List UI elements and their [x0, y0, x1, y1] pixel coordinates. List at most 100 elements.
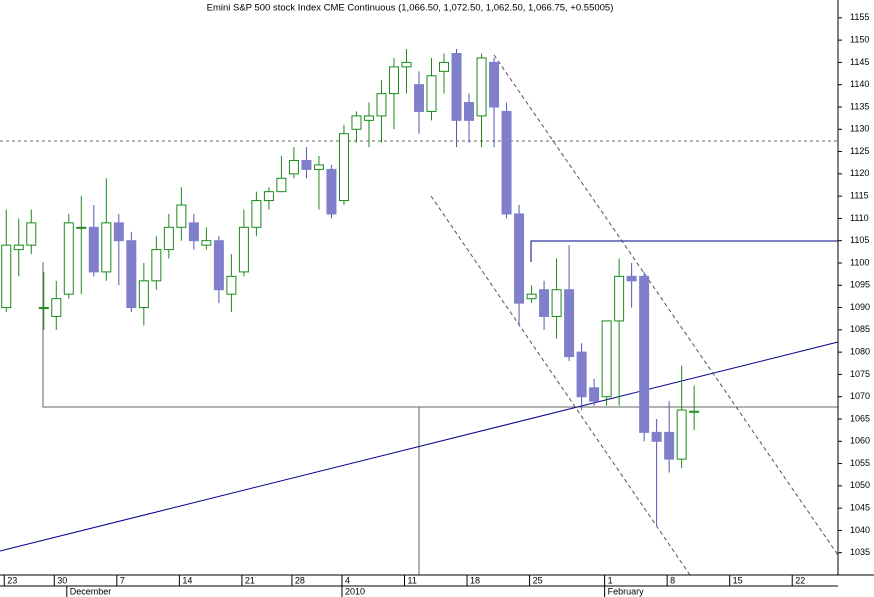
- y-tick-label: 1045: [850, 503, 870, 513]
- x-tick-label: 21: [245, 575, 255, 585]
- month-label: February: [608, 586, 645, 596]
- candle-body: [664, 431, 675, 460]
- candle-body: [589, 387, 600, 402]
- y-tick-label: 1125: [850, 146, 869, 156]
- candle-body: [126, 240, 137, 309]
- candle-body: [213, 240, 224, 291]
- month-label: December: [70, 586, 112, 596]
- candle-body: [489, 61, 500, 108]
- x-tick-label: 8: [670, 575, 675, 585]
- candle-body: [551, 289, 562, 317]
- x-tick-label: 30: [57, 575, 67, 585]
- candle-body: [276, 177, 287, 193]
- y-tick-label: 1100: [850, 257, 869, 267]
- candle-body: [564, 289, 575, 358]
- x-tick-label: 4: [345, 575, 350, 585]
- y-tick-label: 1145: [850, 57, 869, 67]
- candle-body: [88, 226, 99, 273]
- candle-body: [63, 222, 74, 295]
- candle-body: [76, 226, 87, 229]
- candle-body: [238, 226, 249, 273]
- drawings: [0, 54, 839, 576]
- candle-body: [38, 307, 49, 310]
- y-tick-label: 1065: [850, 413, 870, 423]
- y-tick-label: 1130: [850, 124, 869, 134]
- candle-body: [138, 280, 149, 309]
- candle-body: [476, 57, 487, 117]
- x-tick-label: 22: [795, 575, 805, 585]
- level-line: [42, 262, 838, 408]
- candle-body: [614, 275, 625, 322]
- candle-body: [626, 275, 637, 282]
- candle-body: [326, 168, 337, 215]
- candle-body: [226, 275, 237, 295]
- candle-body: [113, 222, 124, 242]
- trend-line: [0, 341, 839, 552]
- candle-body: [526, 293, 537, 300]
- candle-body: [13, 244, 24, 251]
- candle-body: [26, 222, 37, 246]
- candle-body: [288, 159, 299, 175]
- candle-body: [388, 66, 399, 95]
- candle-body: [151, 249, 162, 282]
- y-tick-label: 1150: [850, 34, 869, 44]
- candle-body: [576, 351, 587, 398]
- candle-body: [426, 75, 437, 112]
- candle-body: [676, 409, 687, 460]
- y-tick-label: 1050: [850, 480, 870, 490]
- candle-body: [188, 222, 199, 242]
- candle-body: [1, 244, 12, 309]
- y-tick-label: 1040: [850, 525, 870, 535]
- candle-body: [263, 191, 274, 202]
- x-tick-label: 15: [733, 575, 743, 585]
- y-tick-label: 1135: [850, 101, 869, 111]
- x-tick-label: 28: [295, 575, 305, 585]
- candle-body: [651, 431, 662, 442]
- candle-body: [639, 275, 650, 433]
- y-tick-label: 1140: [850, 79, 869, 89]
- month-label: 2010: [345, 586, 365, 596]
- x-tick-label: 14: [182, 575, 192, 585]
- blue-level: [530, 240, 838, 262]
- candle-body: [351, 115, 362, 130]
- candle-body: [514, 213, 525, 304]
- candle-body: [501, 110, 512, 215]
- y-tick-label: 1155: [850, 12, 869, 22]
- candle-body: [301, 159, 312, 170]
- candle-body: [176, 204, 187, 228]
- y-tick-label: 1070: [850, 391, 870, 401]
- candle-body: [439, 61, 450, 72]
- x-tick-label: 11: [407, 575, 416, 585]
- candle-body: [101, 222, 112, 273]
- candle-body: [539, 289, 550, 317]
- y-tick-label: 1060: [850, 436, 870, 446]
- candle-body: [414, 84, 424, 112]
- x-tick-label: 18: [470, 575, 480, 585]
- x-tick-label: 25: [533, 575, 543, 585]
- y-tick-label: 1055: [850, 458, 870, 468]
- candle-body: [51, 298, 62, 317]
- y-tick-label: 1085: [850, 324, 870, 334]
- x-tick-label: 7: [120, 575, 125, 585]
- candle-body: [376, 93, 387, 117]
- x-tick-label: 23: [7, 575, 17, 585]
- y-tick-label: 1115: [850, 190, 869, 200]
- y-tick-label: 1105: [850, 235, 869, 245]
- candle-body: [163, 226, 174, 251]
- chart-title: Emini S&P 500 stock Index CME Continuous…: [207, 3, 614, 14]
- candle-body: [251, 200, 262, 228]
- candle-body: [689, 410, 700, 413]
- y-tick-label: 1080: [850, 347, 870, 357]
- candle-body: [363, 115, 374, 121]
- channel-upper: [493, 54, 839, 556]
- y-tick-label: 1090: [850, 302, 870, 312]
- candle-body: [338, 133, 349, 202]
- candle-body: [464, 102, 475, 121]
- y-tick-label: 1035: [850, 547, 870, 557]
- y-tick-label: 1095: [850, 280, 870, 290]
- y-tick-label: 1075: [850, 369, 870, 379]
- y-tick-label: 1110: [850, 213, 869, 223]
- candle-body: [451, 52, 462, 121]
- candle-body: [401, 61, 412, 68]
